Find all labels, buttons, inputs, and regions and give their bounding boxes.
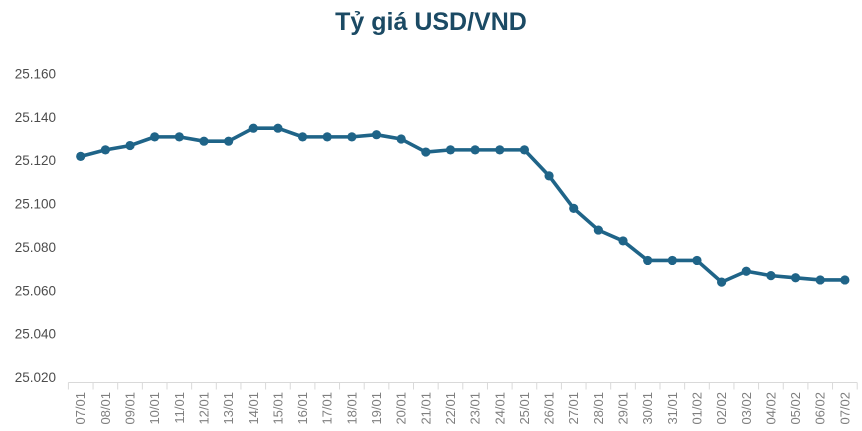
y-axis-tick-label: 25.060 — [15, 283, 56, 298]
x-axis-tick-label: 27/01 — [566, 392, 581, 425]
x-axis-tick-label: 02/02 — [714, 392, 729, 425]
data-point-marker — [322, 132, 332, 142]
y-axis-tick-label: 25.160 — [15, 67, 56, 82]
x-axis-tick-label: 09/01 — [123, 392, 138, 425]
x-axis-tick-label: 03/02 — [739, 392, 754, 425]
x-axis-tick-label: 25/01 — [517, 392, 532, 425]
x-axis-tick-label: 11/01 — [172, 392, 187, 424]
data-point-marker — [495, 145, 505, 155]
x-axis-tick-label: 10/01 — [147, 392, 162, 425]
data-point-marker — [643, 255, 653, 266]
x-axis-tick-label: 08/01 — [98, 392, 113, 425]
x-axis-tick-label: 17/01 — [320, 392, 335, 425]
data-point-marker — [421, 147, 431, 157]
x-axis-tick-label: 05/02 — [788, 392, 803, 425]
y-axis-tick-label: 25.040 — [15, 327, 56, 342]
x-axis-tick-label: 19/01 — [369, 392, 384, 425]
data-point-marker — [544, 171, 554, 181]
x-axis-tick-label: 22/01 — [443, 392, 458, 425]
y-axis-tick-label: 25.080 — [15, 240, 56, 255]
data-point-marker — [396, 134, 406, 144]
data-point-marker — [519, 145, 530, 155]
data-point-marker — [297, 132, 308, 142]
y-axis-tick-label: 25.020 — [15, 370, 56, 385]
data-point-marker — [76, 151, 86, 161]
data-point-marker — [273, 123, 283, 133]
x-axis-tick-label: 15/01 — [270, 392, 285, 425]
x-axis-tick-label: 24/01 — [492, 392, 507, 425]
x-axis-tick-label: 01/02 — [689, 392, 704, 425]
x-axis-tick-label: 28/01 — [591, 392, 606, 425]
data-point-marker — [667, 255, 677, 266]
x-axis-tick-label: 07/02 — [837, 392, 852, 425]
data-point-marker — [150, 132, 160, 142]
data-point-marker — [766, 271, 776, 281]
data-point-marker — [248, 123, 258, 133]
x-axis-tick-label: 26/01 — [542, 392, 557, 425]
data-point-marker — [347, 132, 357, 142]
x-axis-tick-label: 13/01 — [221, 392, 236, 425]
y-axis-tick-label: 25.120 — [15, 153, 56, 168]
data-point-marker — [815, 275, 825, 285]
x-axis-tick-label: 12/01 — [196, 392, 211, 425]
data-point-marker — [692, 255, 702, 266]
x-axis-tick-label: 18/01 — [344, 392, 359, 425]
data-point-marker — [741, 266, 751, 276]
data-point-marker — [717, 277, 727, 287]
x-axis-tick-label: 30/01 — [640, 392, 655, 425]
data-point-marker — [199, 136, 209, 146]
x-axis-tick-label: 04/02 — [763, 392, 778, 425]
x-axis-tick-label: 14/01 — [246, 392, 261, 425]
x-axis-tick-label: 31/01 — [665, 392, 680, 425]
x-axis-tick-label: 16/01 — [295, 392, 310, 425]
x-axis-tick-label: 21/01 — [418, 392, 433, 425]
data-point-marker — [593, 225, 603, 235]
y-axis-tick-label: 25.100 — [15, 197, 56, 212]
data-point-marker — [445, 145, 456, 155]
data-point-marker — [569, 203, 579, 214]
x-axis-tick-label: 23/01 — [468, 392, 483, 425]
data-point-marker — [125, 140, 135, 151]
x-axis-tick-label: 06/02 — [813, 392, 828, 425]
data-point-marker — [224, 136, 234, 146]
data-point-marker — [470, 145, 480, 155]
x-axis-tick-label: 07/01 — [73, 392, 88, 425]
chart-title: Tỷ giá USD/VND — [335, 8, 527, 36]
exchange-rate-line — [78, 126, 847, 284]
y-axis-tick-label: 25.140 — [15, 110, 56, 125]
data-point-marker — [371, 130, 382, 140]
data-point-marker — [618, 236, 628, 246]
x-axis-tick-label: 29/01 — [616, 392, 631, 425]
data-point-marker — [790, 273, 801, 283]
x-axis-tick-label: 20/01 — [394, 392, 409, 425]
data-point-marker — [100, 145, 110, 155]
data-point-marker — [174, 132, 184, 142]
data-point-marker — [840, 275, 850, 285]
